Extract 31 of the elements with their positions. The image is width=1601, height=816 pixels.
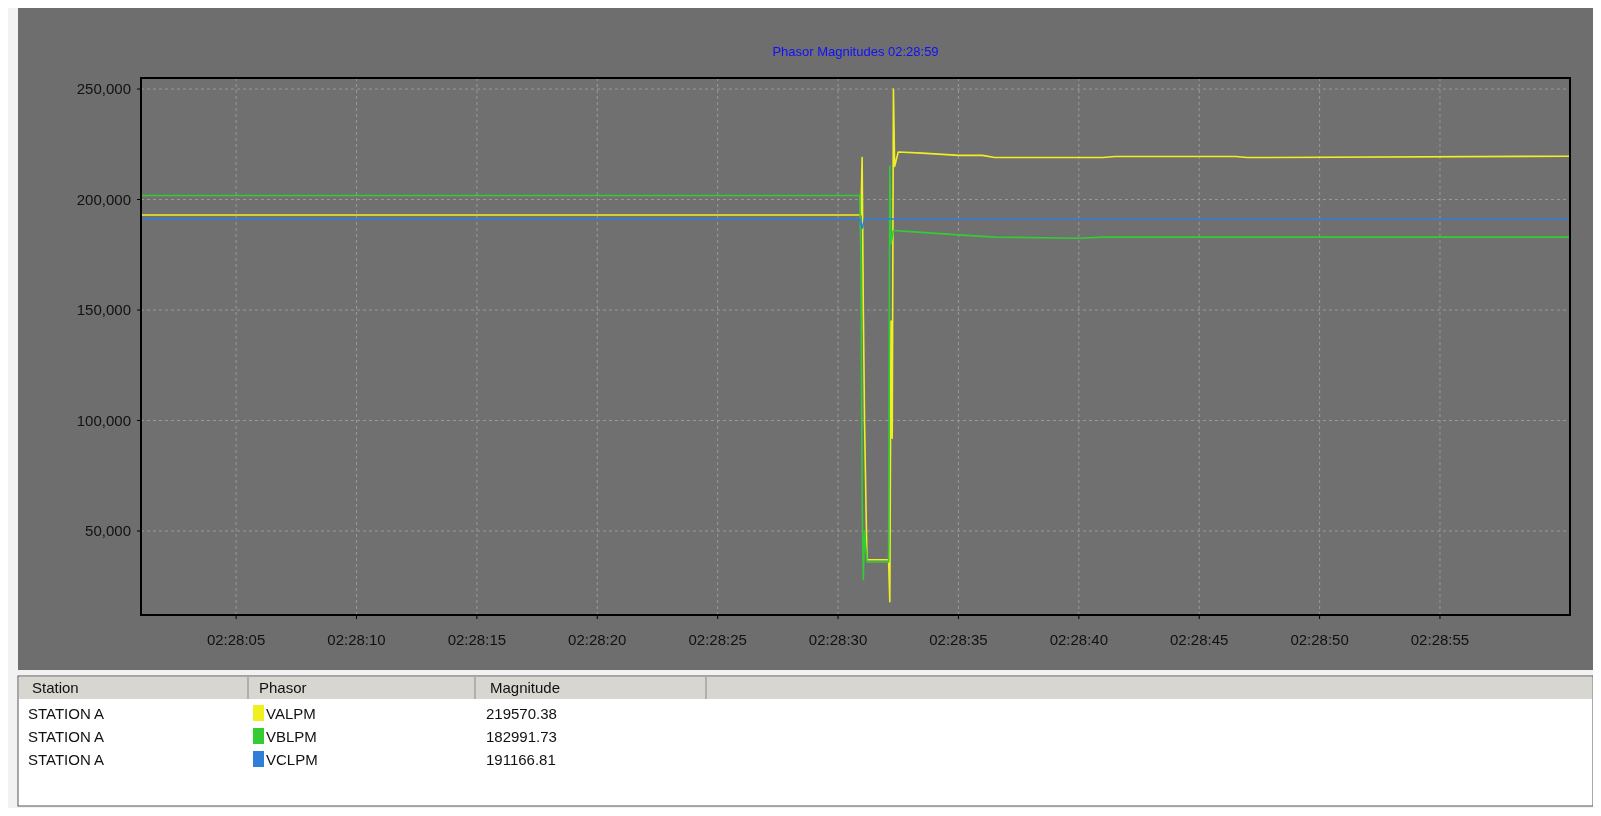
text: Phasor [259, 679, 307, 696]
x-tick-label: 02:28:10 [327, 631, 386, 648]
text: STATION A [28, 751, 105, 768]
x-tick-label: 02:28:35 [929, 631, 988, 648]
line-series [140, 88, 1571, 603]
legend-label: VALPM [266, 705, 316, 722]
x-tick-label: 02:28:45 [1170, 631, 1229, 648]
y-tick-label: 150,000 [76, 301, 131, 319]
x-tick-label: 02:28:05 [206, 631, 266, 648]
text: Magnitude [490, 679, 561, 696]
text: STATION A [28, 728, 105, 745]
text: 182991.73 [486, 728, 557, 745]
text: Station [32, 679, 79, 696]
x-tick-label: 02:28:55 [1410, 631, 1470, 648]
x-tick-label: 02:28:40 [1049, 631, 1109, 648]
legend-label: VBLPM [266, 728, 317, 745]
x-tick-label: 02:28:25 [688, 631, 747, 648]
x-tick-label: 02:28:50 [1290, 631, 1349, 648]
x-tick-label: 02:28:30 [808, 631, 868, 648]
x-tick-label: 02:28:20 [568, 631, 627, 648]
legend-label: VCLPM [266, 751, 318, 768]
text: 191166.81 [486, 751, 556, 768]
x-tick-label: 02:28:15 [447, 631, 507, 648]
chart-title: Phasor Magnitudes 02:28:59 [772, 44, 939, 59]
y-tick-label: 100,000 [76, 411, 131, 429]
y-tick-label: 250,000 [76, 80, 131, 98]
text: STATION A [28, 705, 105, 722]
line-series [140, 165, 1571, 581]
y-tick-label: 50,000 [85, 522, 131, 540]
text: 219570.38 [486, 705, 557, 722]
y-tick-label: 200,000 [76, 190, 131, 208]
